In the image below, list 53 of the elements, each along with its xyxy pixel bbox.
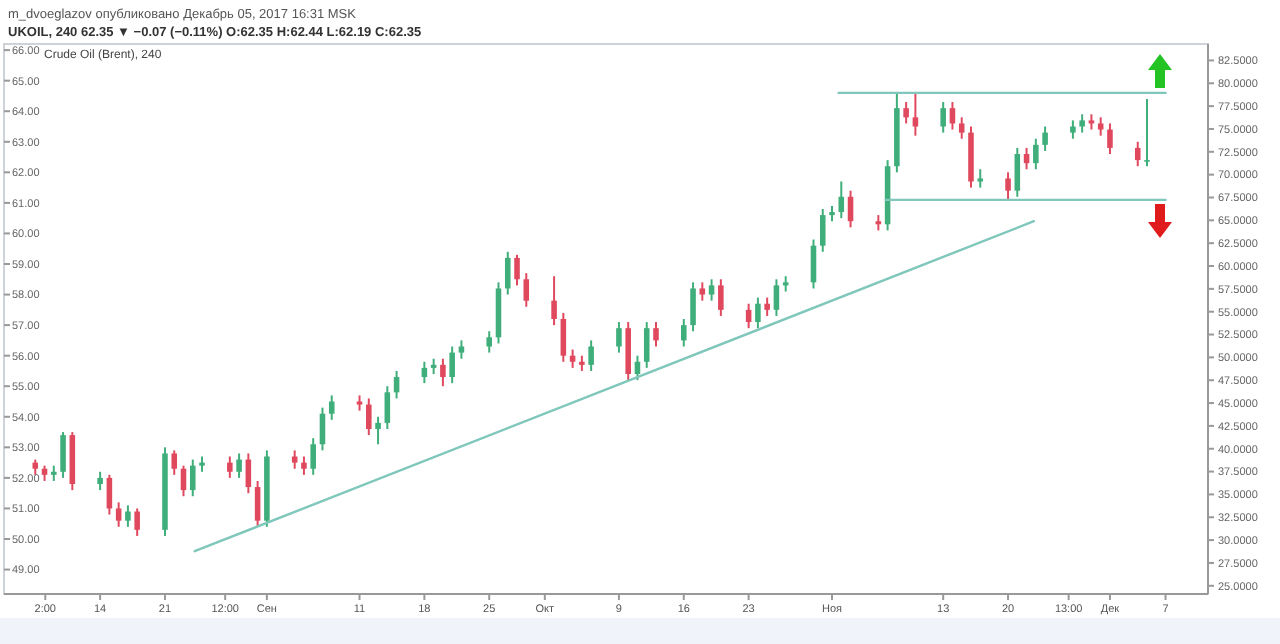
candlestick xyxy=(1014,146,1021,198)
candlestick xyxy=(134,507,140,537)
candlestick xyxy=(560,311,567,363)
candlestick xyxy=(819,208,826,253)
candlestick xyxy=(718,278,724,317)
candlestick xyxy=(514,253,520,287)
candlestick xyxy=(504,250,511,296)
candlestick xyxy=(912,91,919,137)
candlestick xyxy=(977,168,984,189)
candlestick xyxy=(940,101,946,134)
candlestick xyxy=(449,345,455,385)
candlestick xyxy=(227,455,233,479)
candlestick xyxy=(1070,119,1076,140)
candlestick xyxy=(764,296,770,317)
candlestick xyxy=(625,321,631,382)
candlestick xyxy=(523,272,530,308)
candlestick xyxy=(440,357,446,388)
candlestick xyxy=(903,101,909,125)
candlestick xyxy=(125,504,131,528)
candlestick xyxy=(1042,125,1048,152)
candlestick xyxy=(1144,98,1150,168)
candlestick xyxy=(755,296,761,330)
candlestick xyxy=(189,458,196,498)
candlestick xyxy=(588,339,594,372)
candlestick xyxy=(254,479,261,528)
candlestick xyxy=(1134,140,1141,168)
candlestick xyxy=(115,501,122,528)
candlestick xyxy=(60,431,66,479)
candlestick xyxy=(375,415,381,446)
candlestick xyxy=(643,321,650,369)
candlestick xyxy=(310,437,316,476)
candlestick xyxy=(301,455,307,476)
candlestick xyxy=(384,385,391,430)
candlestick xyxy=(653,321,659,348)
candlestick xyxy=(699,281,706,302)
candlestick xyxy=(773,278,780,317)
candlestick xyxy=(1079,113,1085,134)
candlestick xyxy=(681,318,687,348)
candlestick xyxy=(486,330,493,354)
candlestick xyxy=(616,321,622,354)
candlestick xyxy=(1107,122,1113,155)
candlestick xyxy=(236,452,242,479)
candlestick xyxy=(366,397,372,437)
candlestick xyxy=(97,470,103,492)
candlestick xyxy=(958,116,965,140)
candlestick xyxy=(1005,171,1011,201)
candlestick xyxy=(328,394,335,421)
candlestick xyxy=(708,278,715,302)
candlestick xyxy=(1033,137,1039,171)
candlestick xyxy=(1097,116,1104,137)
candlestick xyxy=(551,275,557,327)
candlestick xyxy=(171,449,178,476)
candlestick xyxy=(690,281,696,333)
